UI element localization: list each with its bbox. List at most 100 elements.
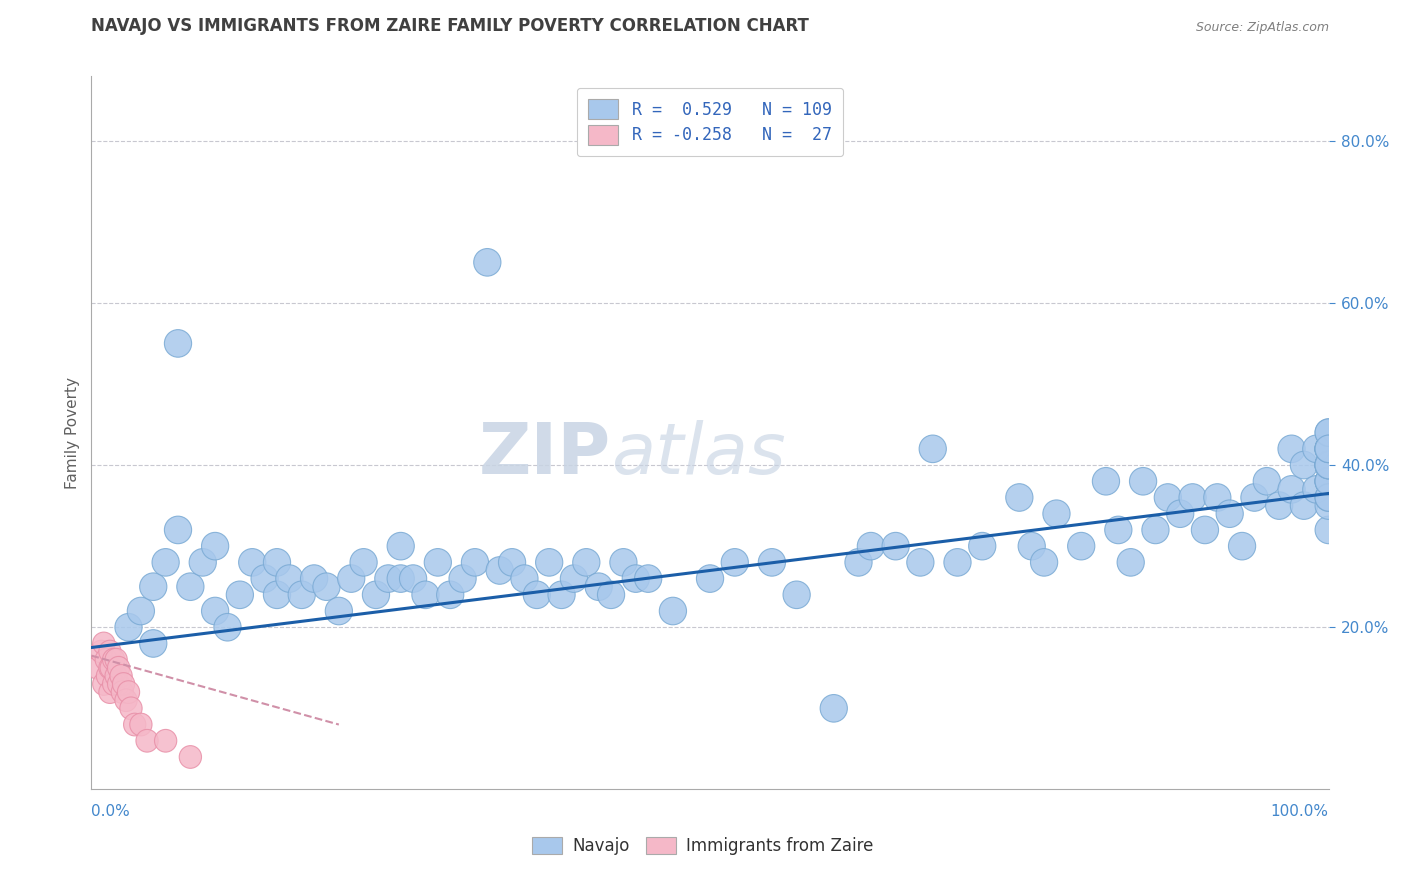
Ellipse shape xyxy=(128,598,155,624)
Ellipse shape xyxy=(412,581,439,608)
Ellipse shape xyxy=(98,681,121,704)
Ellipse shape xyxy=(1241,483,1268,511)
Ellipse shape xyxy=(98,640,121,663)
Ellipse shape xyxy=(943,549,972,576)
Ellipse shape xyxy=(1253,467,1281,495)
Ellipse shape xyxy=(120,697,142,720)
Ellipse shape xyxy=(1129,467,1157,495)
Text: ZIP: ZIP xyxy=(479,419,612,489)
Ellipse shape xyxy=(93,632,115,655)
Ellipse shape xyxy=(387,533,415,560)
Ellipse shape xyxy=(561,565,588,592)
Ellipse shape xyxy=(1315,435,1343,463)
Text: atlas: atlas xyxy=(612,419,786,489)
Ellipse shape xyxy=(1315,451,1343,479)
Ellipse shape xyxy=(1315,483,1343,511)
Ellipse shape xyxy=(1291,491,1317,519)
Ellipse shape xyxy=(350,549,377,576)
Ellipse shape xyxy=(1154,483,1181,511)
Ellipse shape xyxy=(1315,467,1343,495)
Ellipse shape xyxy=(103,648,125,671)
Ellipse shape xyxy=(201,598,229,624)
Ellipse shape xyxy=(845,549,872,576)
Ellipse shape xyxy=(1291,451,1317,479)
Ellipse shape xyxy=(1265,491,1292,519)
Ellipse shape xyxy=(486,557,513,584)
Ellipse shape xyxy=(314,573,340,600)
Ellipse shape xyxy=(1067,533,1095,560)
Ellipse shape xyxy=(1005,483,1033,511)
Ellipse shape xyxy=(100,657,122,679)
Ellipse shape xyxy=(510,565,538,592)
Ellipse shape xyxy=(783,581,810,608)
Ellipse shape xyxy=(190,549,217,576)
Ellipse shape xyxy=(1204,483,1230,511)
Ellipse shape xyxy=(659,598,686,624)
Ellipse shape xyxy=(155,730,177,752)
Ellipse shape xyxy=(139,573,167,600)
Ellipse shape xyxy=(1031,549,1057,576)
Ellipse shape xyxy=(721,549,748,576)
Legend: Navajo, Immigrants from Zaire: Navajo, Immigrants from Zaire xyxy=(526,830,880,862)
Ellipse shape xyxy=(449,565,477,592)
Ellipse shape xyxy=(598,581,624,608)
Ellipse shape xyxy=(124,714,146,736)
Ellipse shape xyxy=(90,640,112,663)
Ellipse shape xyxy=(1315,451,1343,479)
Ellipse shape xyxy=(1303,475,1330,503)
Ellipse shape xyxy=(1315,451,1343,479)
Ellipse shape xyxy=(115,689,138,712)
Ellipse shape xyxy=(86,657,108,679)
Ellipse shape xyxy=(301,565,328,592)
Ellipse shape xyxy=(461,549,488,576)
Ellipse shape xyxy=(696,565,724,592)
Ellipse shape xyxy=(585,573,612,600)
Ellipse shape xyxy=(139,630,167,657)
Ellipse shape xyxy=(263,581,291,608)
Ellipse shape xyxy=(179,746,201,768)
Ellipse shape xyxy=(1315,435,1343,463)
Ellipse shape xyxy=(820,695,848,723)
Ellipse shape xyxy=(1180,483,1206,511)
Ellipse shape xyxy=(1315,451,1343,479)
Ellipse shape xyxy=(93,673,115,696)
Ellipse shape xyxy=(1315,483,1343,511)
Ellipse shape xyxy=(1216,500,1243,527)
Ellipse shape xyxy=(1315,451,1343,479)
Ellipse shape xyxy=(1315,451,1343,479)
Y-axis label: Family Poverty: Family Poverty xyxy=(65,376,80,489)
Text: 0.0%: 0.0% xyxy=(91,805,131,819)
Ellipse shape xyxy=(907,549,934,576)
Ellipse shape xyxy=(1315,419,1343,446)
Ellipse shape xyxy=(1315,435,1343,463)
Ellipse shape xyxy=(1315,467,1343,495)
Ellipse shape xyxy=(1315,435,1343,463)
Ellipse shape xyxy=(1315,435,1343,463)
Ellipse shape xyxy=(1303,435,1330,463)
Ellipse shape xyxy=(337,565,364,592)
Ellipse shape xyxy=(276,565,302,592)
Ellipse shape xyxy=(623,565,650,592)
Ellipse shape xyxy=(117,681,139,704)
Ellipse shape xyxy=(610,549,637,576)
Ellipse shape xyxy=(523,581,550,608)
Text: 100.0%: 100.0% xyxy=(1271,805,1329,819)
Ellipse shape xyxy=(1118,549,1144,576)
Ellipse shape xyxy=(105,648,128,671)
Ellipse shape xyxy=(758,549,786,576)
Ellipse shape xyxy=(226,581,253,608)
Ellipse shape xyxy=(288,581,315,608)
Ellipse shape xyxy=(97,665,118,687)
Ellipse shape xyxy=(1105,516,1132,544)
Ellipse shape xyxy=(214,614,240,641)
Ellipse shape xyxy=(363,581,389,608)
Ellipse shape xyxy=(1167,500,1194,527)
Ellipse shape xyxy=(1229,533,1256,560)
Ellipse shape xyxy=(263,549,291,576)
Ellipse shape xyxy=(115,614,142,641)
Ellipse shape xyxy=(882,533,910,560)
Ellipse shape xyxy=(399,565,426,592)
Ellipse shape xyxy=(177,573,204,600)
Ellipse shape xyxy=(375,565,402,592)
Ellipse shape xyxy=(1315,419,1343,446)
